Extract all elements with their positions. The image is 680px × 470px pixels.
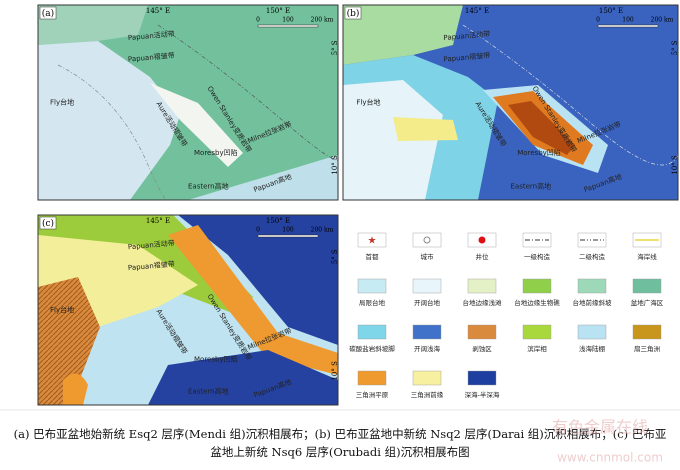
legend-label: 井位	[476, 252, 490, 261]
legend-symbol	[478, 236, 486, 244]
map-panel: (b) 145° E 150° E 5° S 10° S 0 100 200 km Papuan…	[342, 4, 679, 201]
legend-swatch	[577, 232, 607, 248]
region-label: Moresby凹陷	[194, 354, 238, 363]
panel-label: (a)	[42, 8, 54, 19]
scale-label: 100	[282, 17, 294, 24]
lat-tick: 10° S	[331, 155, 339, 175]
legend-label: 首都	[366, 252, 380, 261]
legend-label: 剥蚀区	[472, 344, 492, 353]
watermark: 有色金属在线	[552, 418, 648, 437]
region-label: Papuan褶皱带	[128, 51, 175, 64]
legend-label: 三角洲平原	[356, 390, 389, 399]
legend-swatch	[577, 278, 607, 294]
panel-label-box	[39, 6, 57, 20]
legend-label: 深海-半深海	[465, 390, 500, 399]
legend-label: 一级构造	[524, 252, 551, 261]
region-label: Papuan活动带	[443, 29, 490, 42]
scale-bar	[257, 24, 319, 28]
legend-label: 城市	[421, 252, 435, 261]
legend-swatch	[412, 370, 442, 386]
legend-label: 浅海陆棚	[579, 344, 606, 353]
region-label: Eastern高地	[188, 387, 229, 396]
lat-tick: 5° S	[331, 40, 339, 55]
legend-swatch	[577, 324, 607, 340]
map-panel: (a) 145° E 150° E 5° S 10° S 0 100 200 km Papuan…	[37, 4, 339, 201]
lon-tick: 145° E	[146, 7, 170, 15]
legend-swatch	[632, 324, 662, 340]
legend-label: 开阔浅海	[414, 344, 441, 353]
scale-label: 0	[596, 17, 600, 24]
watermark: www.cnnmol.com	[557, 451, 663, 465]
region-label: Fly台地	[356, 98, 380, 107]
legend-swatch	[522, 278, 552, 294]
panel-label-box	[39, 216, 57, 230]
scale-label: 200 km	[311, 17, 334, 24]
lon-tick: 145° E	[465, 7, 489, 15]
legend-label: 滨岸相	[527, 344, 547, 353]
panel-label: (c)	[42, 218, 54, 229]
legend-swatch	[357, 324, 387, 340]
legend-label: 海岸线	[637, 252, 657, 261]
legend-swatch	[467, 324, 497, 340]
caption: 盆地上新统 Nsq6 层序(Orubadi 组)沉积相展布图	[210, 445, 469, 459]
legend-swatch	[632, 278, 662, 294]
map-panel: (c) 145° E 150° E 5° S 10° S 0 100 200 km Papuan…	[37, 214, 339, 406]
scale-label: 200 km	[651, 17, 674, 24]
region-label: Eastern高地	[188, 181, 229, 190]
legend-swatch	[412, 278, 442, 294]
region-label: Moresby凹陷	[517, 148, 561, 157]
scale-label: 100	[282, 227, 294, 234]
legend-swatch	[467, 370, 497, 386]
legend-symbol	[423, 236, 431, 244]
lon-tick: 150° E	[599, 7, 623, 15]
legend-label: 开阔台地	[414, 298, 441, 307]
legend-label: 台地前缘斜坡	[573, 298, 613, 307]
lon-tick: 150° E	[266, 217, 290, 225]
scale-label: 0	[256, 17, 260, 24]
region-label: Fly台地	[50, 98, 74, 107]
legend-label: 扇三角洲	[634, 344, 660, 353]
region-label: Papuan褶皱带	[443, 51, 490, 64]
legend-symbol: ★	[368, 236, 377, 247]
region-label: Eastern高地	[511, 181, 552, 190]
legend-swatch	[412, 324, 442, 340]
legend-label: 碳酸盐岩斜坡脚	[349, 344, 395, 353]
scale-label: 200 km	[311, 227, 334, 234]
lat-tick: 5° S	[671, 40, 679, 55]
scale-bar	[597, 24, 659, 28]
lat-tick: 10° S	[671, 155, 679, 175]
panel-label-box	[344, 6, 362, 20]
scale-bar	[257, 234, 319, 238]
caption: (a) 巴布亚盆地始新统 Esq2 层序(Mendi 组)沉积相展布；(b) 巴…	[14, 427, 667, 441]
panel-label: (b)	[347, 8, 360, 19]
lat-tick: 10° S	[331, 361, 339, 381]
region-label: Moresby凹陷	[194, 148, 238, 157]
legend-swatch	[357, 278, 387, 294]
legend-swatch	[357, 370, 387, 386]
lon-tick: 145° E	[146, 217, 170, 225]
region-label: Papuan活动带	[128, 238, 175, 251]
legend-label: 局限台地	[359, 298, 386, 307]
region-label: Papuan活动带	[128, 29, 175, 42]
lat-tick: 5° S	[331, 249, 339, 264]
legend-label: 盆地广海区	[631, 298, 664, 307]
region-label: Papuan褶皱带	[128, 259, 175, 272]
legend-swatch	[467, 278, 497, 294]
legend-label: 三角洲前缘	[411, 390, 444, 399]
legend-swatch	[357, 232, 387, 248]
scale-label: 100	[622, 17, 634, 24]
legend-label: 二级构造	[579, 252, 606, 261]
legend-label: 台地边缘浅滩	[463, 298, 503, 307]
lon-tick: 150° E	[266, 7, 290, 15]
legend-label: 台地边缘生物礁	[514, 298, 560, 307]
region-label: Fly台地	[50, 305, 74, 314]
legend-swatch	[522, 324, 552, 340]
scale-label: 0	[256, 227, 260, 234]
